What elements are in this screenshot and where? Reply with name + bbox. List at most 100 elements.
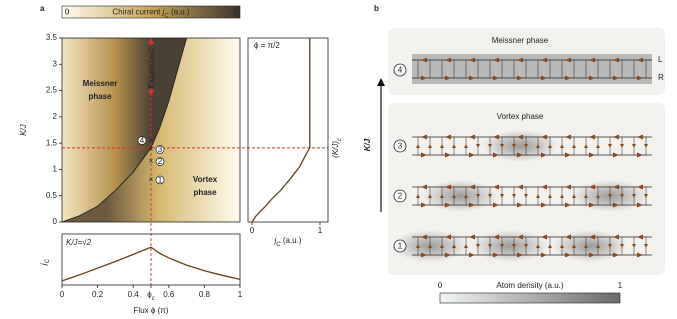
current-arrow: [560, 244, 564, 248]
current-arrow: [541, 152, 547, 158]
y-axis-label: K/J: [19, 123, 28, 136]
density-blob: [482, 130, 558, 162]
current-arrow: [541, 202, 547, 208]
current-arrow: [637, 134, 643, 140]
current-arrow: [596, 244, 600, 248]
state-circle: [393, 189, 407, 203]
state-circle: [137, 136, 147, 145]
current-arrow: [572, 194, 576, 198]
density-band: [412, 54, 652, 84]
x-tick-label: 0.8: [199, 290, 211, 299]
current-arrow: [493, 234, 499, 240]
current-arrow: [517, 202, 523, 208]
current-arrow: [445, 184, 451, 190]
state-label: 4: [140, 136, 145, 145]
state-marker: ×: [149, 145, 154, 154]
state-circle: [393, 63, 407, 77]
current-arrow: [469, 234, 475, 240]
phase-label: phase: [88, 92, 112, 101]
x-tick-label-part: c: [152, 296, 155, 302]
x-tick-label-part: ϕ: [147, 290, 152, 299]
heat-region: [62, 38, 187, 222]
current-arrow: [572, 144, 576, 148]
jc-vs-k: [251, 38, 311, 223]
current-arrow: [541, 134, 547, 140]
current-arrow: [512, 194, 516, 198]
colorbar: [439, 292, 621, 304]
current-arrow: [517, 75, 523, 81]
current-arrow: [452, 144, 456, 148]
current-arrow: [452, 244, 456, 248]
phase-boundary: [61, 37, 188, 223]
current-arrow: [632, 144, 636, 148]
box-title: Vortex phase: [497, 112, 544, 121]
current-arrow: [613, 57, 619, 63]
current-arrow: [493, 252, 499, 258]
current-arrow: [620, 194, 624, 198]
current-arrow: [548, 194, 552, 198]
state-marker: ×: [149, 157, 154, 166]
k-arrowhead: [377, 78, 385, 86]
state-label: 1: [398, 242, 403, 251]
current-arrow: [524, 244, 528, 248]
current-arrow: [500, 144, 504, 148]
x-axis-label: Flux ϕ (π): [134, 306, 169, 315]
state-label: 2: [158, 157, 163, 166]
state-label: 3: [398, 142, 403, 151]
current-arrow: [637, 75, 643, 81]
leg-label: L: [658, 55, 663, 64]
phase-label: phase: [193, 188, 217, 197]
current-arrow: [541, 234, 547, 240]
critical-label: (K/J)c: [331, 138, 342, 158]
current-arrow: [596, 194, 600, 198]
current-arrow: [469, 134, 475, 140]
y-tick-label: 0: [53, 217, 58, 226]
colorbar-title: Atom density (a.u.): [496, 281, 563, 290]
jc-vs-flux: [61, 246, 241, 282]
annotation: Experiment: [147, 47, 156, 88]
current-arrow: [512, 144, 516, 148]
current-arrow: [613, 202, 619, 208]
current-arrow: [613, 134, 619, 140]
current-arrow: [517, 57, 523, 63]
current-arrow: [565, 134, 571, 140]
plot-frame: [247, 37, 329, 223]
current-arrow: [637, 202, 643, 208]
state-circle: [393, 239, 407, 253]
current-arrow: [464, 144, 468, 148]
current-arrow: [541, 75, 547, 81]
state-label: 1: [158, 176, 163, 185]
current-arrow: [428, 244, 432, 248]
current-arrow: [608, 144, 612, 148]
state-label: 2: [398, 192, 403, 201]
panel-label: a: [40, 4, 45, 13]
state-label: 3: [158, 145, 163, 154]
heat-region: [62, 38, 240, 222]
current-arrow: [428, 144, 432, 148]
x-axis-label: jC (a.u.): [273, 236, 301, 247]
experiment-arrowhead: [148, 38, 154, 44]
current-arrow: [541, 184, 547, 190]
current-arrow: [445, 75, 451, 81]
current-arrow: [536, 194, 540, 198]
current-arrow: [445, 202, 451, 208]
current-arrow: [476, 144, 480, 148]
current-arrow: [637, 252, 643, 258]
current-arrow: [620, 144, 624, 148]
y-tick-label: 1.5: [46, 138, 58, 147]
state-circle: [155, 157, 165, 166]
phase-label: Vortex: [193, 175, 218, 184]
current-arrow: [476, 244, 480, 248]
current-arrow: [541, 57, 547, 63]
current-arrow: [637, 57, 643, 63]
current-arrow: [620, 244, 624, 248]
x-axis-label-part: j: [273, 236, 276, 245]
current-arrow: [596, 144, 600, 148]
current-arrow: [517, 252, 523, 258]
current-arrow: [560, 144, 564, 148]
current-arrow: [565, 184, 571, 190]
density-blob: [552, 230, 628, 262]
x-tick-label: ϕc: [147, 290, 154, 301]
current-arrow: [637, 152, 643, 158]
